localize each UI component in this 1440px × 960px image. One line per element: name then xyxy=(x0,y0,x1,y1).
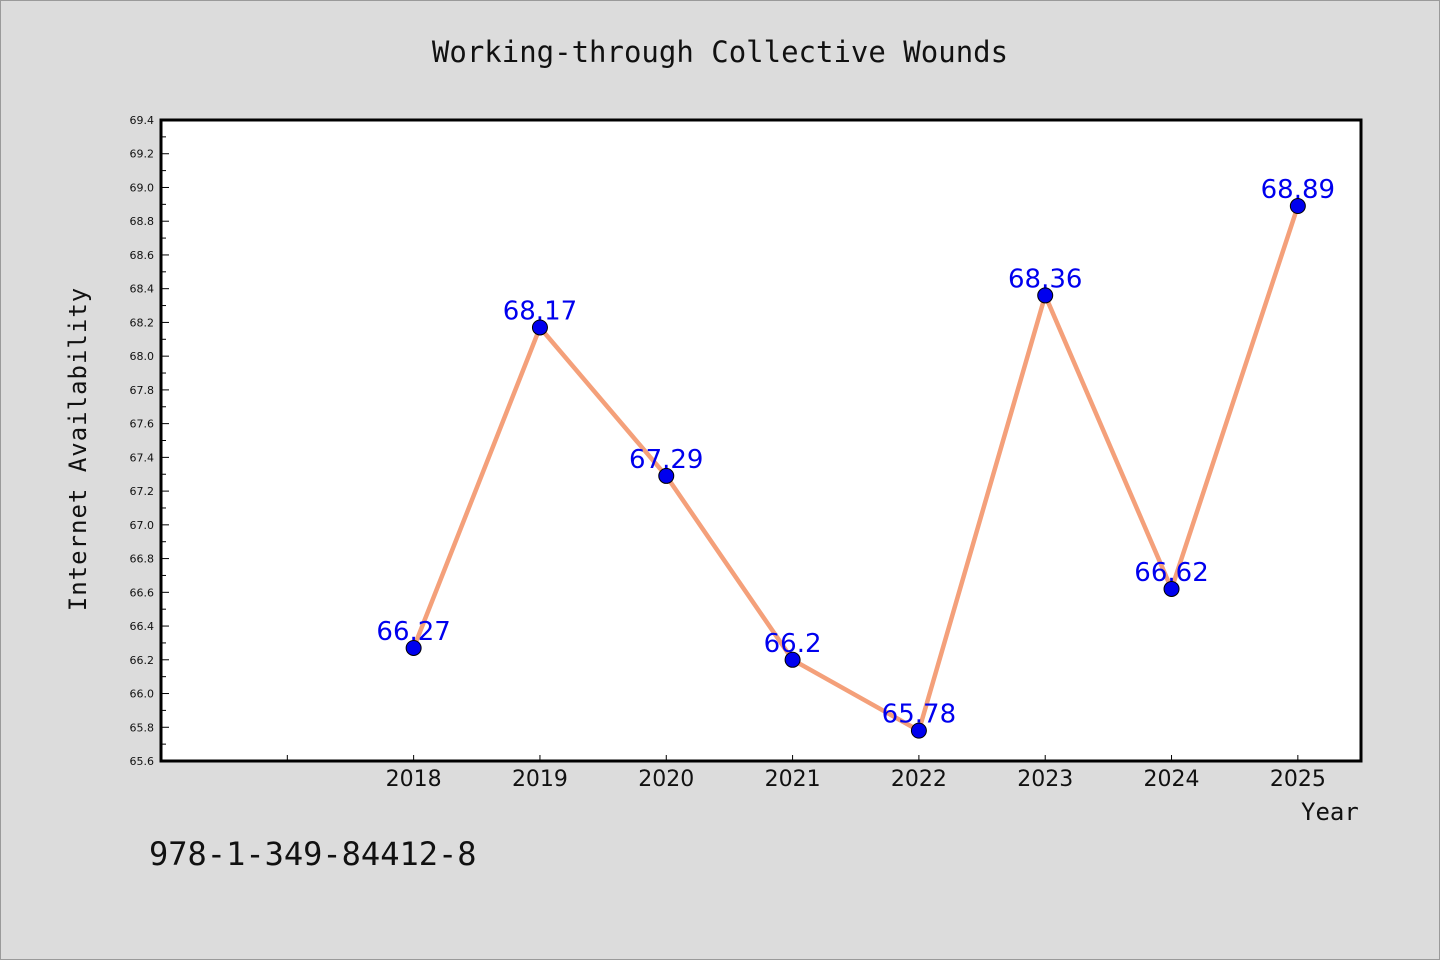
plot-frame xyxy=(159,118,1363,763)
y-tick-label: 69.2 xyxy=(130,148,155,161)
data-point-marker xyxy=(1289,198,1306,215)
data-label: 66.2 xyxy=(764,629,822,659)
data-point-marker xyxy=(910,722,927,739)
y-tick-label: 69.0 xyxy=(130,181,155,194)
isbn-code: 978-1-349-84412-8 xyxy=(149,835,477,873)
y-tick-label: 66.2 xyxy=(130,654,155,667)
chart-title: Working-through Collective Wounds xyxy=(431,35,1009,69)
data-label: 68.89 xyxy=(1261,175,1335,205)
x-axis-label: Year xyxy=(1301,798,1359,826)
data-point-marker xyxy=(1163,580,1180,597)
data-point-marker xyxy=(1037,287,1054,304)
data-point-marker xyxy=(405,639,422,656)
series-line xyxy=(411,203,1301,733)
data-point-marker xyxy=(784,651,801,668)
y-tick-label: 65.6 xyxy=(130,755,155,768)
y-tick-label: 66.4 xyxy=(130,620,155,633)
data-label: 67.29 xyxy=(629,445,703,475)
x-tick-label: 2022 xyxy=(891,767,947,792)
plot-area xyxy=(161,120,1361,761)
data-label: 68.17 xyxy=(503,296,577,326)
y-axis-label: Internet Availability xyxy=(64,286,92,612)
y-tick-label: 68.4 xyxy=(130,283,155,296)
x-tick-label: 2019 xyxy=(512,767,568,792)
y-tick-label: 69.4 xyxy=(130,114,155,127)
x-tick-label: 2024 xyxy=(1144,767,1200,792)
data-label: 68.36 xyxy=(1008,264,1082,294)
y-tick-label: 65.8 xyxy=(130,721,155,734)
x-tick-label: 2023 xyxy=(1017,767,1073,792)
y-tick-label: 66.6 xyxy=(130,586,155,599)
y-tick-label: 67.4 xyxy=(130,451,155,464)
y-tick-label: 68.0 xyxy=(130,350,155,363)
y-tick-label: 68.6 xyxy=(130,249,155,262)
x-tick-label: 2020 xyxy=(638,767,694,792)
y-tick-label: 67.6 xyxy=(130,418,155,431)
data-label: 65.78 xyxy=(882,700,956,730)
data-point-marker xyxy=(658,467,675,484)
y-tick-label: 68.8 xyxy=(130,215,155,228)
y-tick-label: 67.2 xyxy=(130,485,155,498)
x-tick-label: 2018 xyxy=(386,767,442,792)
y-tick-label: 67.8 xyxy=(130,384,155,397)
y-tick-label: 67.0 xyxy=(130,519,155,532)
data-label: 66.62 xyxy=(1134,558,1208,588)
data-label: 66.27 xyxy=(376,617,450,647)
x-tick-label: 2025 xyxy=(1270,767,1326,792)
x-tick-label: 2021 xyxy=(765,767,821,792)
y-tick-label: 66.0 xyxy=(130,688,155,701)
y-tick-label: 68.2 xyxy=(130,316,155,329)
data-point-marker xyxy=(531,319,548,336)
y-tick-label: 66.8 xyxy=(130,553,155,566)
